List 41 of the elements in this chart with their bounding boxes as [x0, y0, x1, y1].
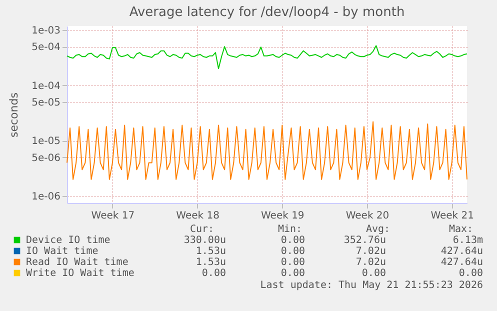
text: Min:: [278, 224, 302, 235]
x-tick-label: Week 18: [176, 210, 220, 222]
text: 0.00: [202, 268, 226, 279]
text: 0.00: [362, 268, 386, 279]
y-axis-title: seconds: [8, 92, 21, 138]
text: 330.00u: [184, 235, 226, 246]
legend-label: Read IO Wait time: [26, 257, 128, 268]
text: 0.00: [280, 246, 305, 257]
y-tick-label: 5e-05: [32, 98, 60, 109]
chart-title: Average latency for /dev/loop4 - by month: [129, 4, 405, 20]
y-tick-label: 1e-06: [32, 192, 60, 203]
line-series: [66, 45, 468, 70]
legend-label: Write IO Wait time: [26, 268, 134, 279]
y-tick-label: 5e-04: [32, 42, 60, 54]
y-tick-label: 5e-06: [32, 152, 60, 164]
line-series: [66, 121, 468, 180]
text: Avg:: [366, 224, 390, 235]
text: 1.53u: [196, 246, 226, 257]
legend-label: IO Wait time: [26, 246, 98, 257]
text: 1.53u: [196, 257, 226, 268]
text: 427.64u: [440, 246, 483, 257]
y-tick-label: 1e-04: [32, 80, 60, 92]
text: Last update: Thu May 21 21:55:23 2026: [260, 280, 483, 291]
x-tick-label: Week 21: [430, 210, 474, 222]
text: 0.00: [280, 257, 305, 268]
text: 6.13m: [452, 235, 483, 246]
text: 0.00: [280, 268, 305, 279]
text: 0.00: [280, 235, 305, 246]
y-tick-label: 1e-03: [32, 25, 60, 36]
text: Cur:: [190, 224, 214, 235]
legend-label: Device IO time: [26, 235, 110, 246]
text: 352.76u: [344, 235, 386, 246]
text: 0.00: [458, 268, 483, 279]
x-tick-label: Week 17: [91, 210, 135, 222]
text: 7.02u: [356, 246, 386, 257]
x-tick-label: Week 20: [346, 210, 390, 222]
y-tick-label: 1e-05: [32, 136, 60, 148]
text: Max:: [448, 224, 474, 235]
text: 7.02u: [356, 257, 386, 268]
x-tick-label: Week 19: [260, 210, 304, 222]
text: 427.64u: [440, 257, 483, 268]
